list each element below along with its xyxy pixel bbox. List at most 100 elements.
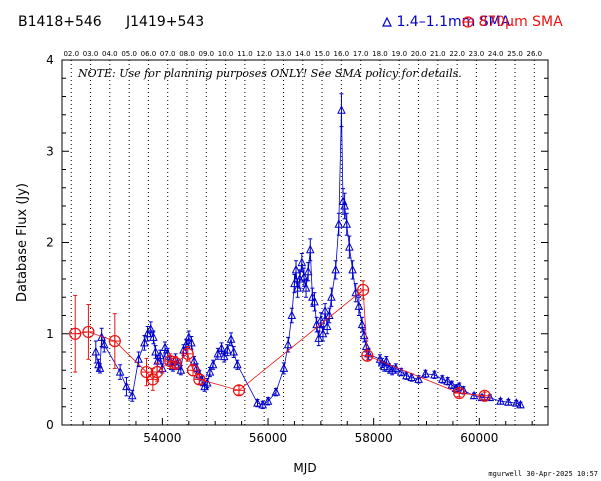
data-point <box>299 272 309 281</box>
data-point <box>169 356 182 370</box>
data-point <box>382 356 391 365</box>
data-point <box>384 363 394 372</box>
data-point <box>82 325 95 339</box>
year-tick-label: 13.0 <box>276 50 292 58</box>
data-point <box>318 328 328 338</box>
year-tick-label: 20.0 <box>411 50 427 58</box>
x-tick-label: 56000 <box>249 431 287 445</box>
x-tick-label: 58000 <box>355 431 393 445</box>
data-point <box>297 257 307 267</box>
x-tick-label: 54000 <box>143 431 181 445</box>
year-tick-label: 22.0 <box>449 50 465 58</box>
data-point <box>160 342 170 351</box>
data-point <box>253 397 262 407</box>
data-point <box>438 374 447 383</box>
data-point <box>387 365 397 374</box>
data-point <box>342 219 352 228</box>
data-point <box>115 366 125 376</box>
data-point <box>310 296 319 306</box>
data-point <box>443 376 452 385</box>
data-point <box>496 396 505 405</box>
circle-plus-marker-icon <box>462 16 474 28</box>
data-point <box>223 345 232 354</box>
year-tick-label: 15.0 <box>314 50 330 58</box>
data-point <box>340 200 349 210</box>
data-point <box>337 105 346 114</box>
year-tick-label: 26.0 <box>527 50 543 58</box>
data-point <box>217 343 226 352</box>
data-point <box>146 324 156 333</box>
data-point <box>208 359 218 369</box>
year-tick-label: 04.0 <box>102 50 118 58</box>
data-point <box>322 321 332 330</box>
data-point <box>140 337 149 347</box>
data-point <box>108 334 121 348</box>
data-point <box>149 332 158 341</box>
data-point <box>155 350 165 360</box>
year-tick-label: 19.0 <box>391 50 407 58</box>
data-point <box>364 348 373 358</box>
data-point <box>189 356 199 365</box>
x-tick-label: 60000 <box>460 431 498 445</box>
data-point <box>143 328 152 338</box>
data-point <box>504 397 513 406</box>
year-tick-label: 14.0 <box>295 50 311 58</box>
footer-stamp: mgurwell 30-Apr-2025 10:57 <box>488 470 598 478</box>
data-point <box>324 310 334 319</box>
data-point <box>357 319 367 329</box>
data-point <box>271 387 281 396</box>
data-point <box>316 314 326 324</box>
data-point <box>327 292 336 301</box>
year-tick-label: 10.0 <box>218 50 234 58</box>
data-point <box>407 372 417 382</box>
data-point <box>414 374 423 383</box>
year-tick-label: 11.0 <box>237 50 253 58</box>
data-point <box>122 381 131 391</box>
data-point <box>91 346 101 356</box>
data-point <box>516 399 525 409</box>
y-axis-label: Database Flux (Jy) <box>15 183 30 302</box>
year-tick-label: 21.0 <box>430 50 446 58</box>
source-name: B1418+546 <box>18 14 102 30</box>
data-point <box>421 368 430 378</box>
data-point <box>233 359 242 369</box>
year-tick-label: 06.0 <box>141 50 157 58</box>
year-tick-label: 25.0 <box>507 50 523 58</box>
data-point <box>186 364 200 377</box>
data-point <box>478 389 491 402</box>
y-tick-label: 3 <box>46 144 54 158</box>
year-tick-label: 18.0 <box>372 50 388 58</box>
year-tick-label: 02.0 <box>63 50 79 58</box>
data-point <box>314 333 324 342</box>
data-point <box>485 392 495 402</box>
data-point <box>430 369 439 379</box>
data-point <box>176 365 186 374</box>
data-point <box>95 363 105 372</box>
data-point <box>134 354 143 363</box>
data-point <box>69 327 82 340</box>
data-point <box>283 339 293 349</box>
data-point <box>287 310 297 319</box>
y-tick-label: 0 <box>46 418 54 432</box>
data-point <box>232 384 246 397</box>
data-point <box>303 266 313 276</box>
data-point <box>348 264 357 274</box>
year-tick-label: 09.0 <box>199 50 215 58</box>
data-point <box>193 373 206 386</box>
data-point <box>229 346 238 356</box>
data-point <box>357 283 370 297</box>
data-point <box>226 334 236 343</box>
series-line <box>75 289 485 397</box>
data-point <box>279 363 289 372</box>
data-point <box>202 377 212 387</box>
data-point <box>402 370 411 380</box>
data-point <box>290 278 299 288</box>
year-tick-label: 08.0 <box>179 50 195 58</box>
data-point <box>320 305 330 315</box>
data-point <box>150 365 164 379</box>
legend-sma: 1.4–1.1mm SMA <box>382 14 510 30</box>
data-point <box>305 244 315 254</box>
year-tick-label: 07.0 <box>160 50 176 58</box>
data-point <box>331 264 340 274</box>
source-alias: J1419+543 <box>126 14 205 30</box>
